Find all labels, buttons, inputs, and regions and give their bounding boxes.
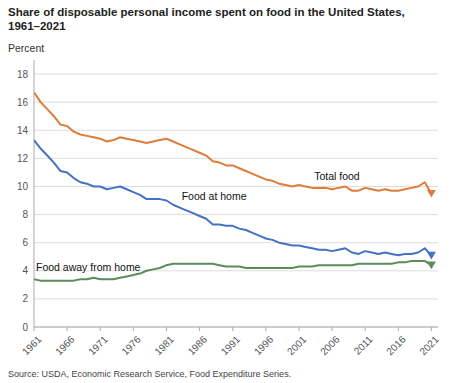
y-axis-line	[34, 60, 35, 327]
x-tick-label: 1986	[186, 333, 210, 357]
x-axis-line	[34, 327, 438, 328]
x-tick	[34, 327, 35, 331]
x-tick-label: 2011	[352, 333, 375, 356]
x-tick	[265, 327, 266, 331]
y-tick-label: 4	[22, 265, 28, 276]
y-tick-label: 6	[22, 237, 28, 248]
grid-line	[34, 130, 438, 131]
x-tick	[431, 327, 432, 331]
x-tick-label: 1976	[119, 333, 143, 357]
x-tick-label: 2021	[417, 333, 441, 357]
y-tick-label: 18	[17, 69, 29, 80]
series-line	[34, 261, 431, 281]
y-tick-label: 16	[17, 97, 29, 108]
x-tick	[166, 327, 167, 331]
x-tick	[398, 327, 399, 331]
title-line: 1961–2021	[8, 20, 66, 32]
end-marker	[427, 262, 436, 270]
series-labels: Total food Food at home Food away from hom…	[36, 170, 360, 273]
grid-line	[34, 327, 438, 328]
x-tick-label: 2001	[285, 333, 309, 357]
x-tick-label: 1981	[152, 333, 176, 357]
title: Share of disposable personal income spen…	[8, 6, 405, 32]
x-tick-label: 2016	[384, 333, 408, 357]
grid-line	[34, 102, 438, 103]
y-tick-label: 8	[22, 209, 28, 220]
page: {"chart_data": { "type": "line", "title"…	[0, 0, 450, 383]
x-tick-label: 1971	[86, 333, 110, 357]
grid-line	[34, 158, 438, 159]
grid-line	[34, 242, 438, 243]
series-label: Food away from home	[36, 261, 141, 273]
y-grid: 0 2 4 6 8 10 12 14 16 18	[17, 69, 438, 333]
background	[0, 0, 450, 383]
series-label: Food at home	[182, 190, 247, 202]
series-line	[34, 92, 431, 193]
x-tick-label: 2006	[318, 333, 342, 357]
x-axis: 1961 1966 1971 1976 1981 1986 1991 1996 2001 2006…	[20, 327, 441, 357]
end-marker	[427, 190, 436, 198]
y-tick-label: 2	[22, 293, 28, 304]
x-tick	[133, 327, 134, 331]
y-tick-label: 12	[17, 153, 29, 164]
x-tick	[332, 327, 333, 331]
x-tick	[365, 327, 366, 331]
y-tick-label: 0	[22, 322, 28, 333]
x-tick	[232, 327, 233, 331]
x-tick-label: 1991	[219, 333, 243, 357]
series-label: Total food	[314, 170, 360, 182]
x-tick	[100, 327, 101, 331]
y-tick-label: 14	[17, 125, 29, 136]
source-note: Source: USDA, Economic Research Service,…	[8, 369, 291, 379]
grid-line	[34, 74, 438, 75]
x-tick	[67, 327, 68, 331]
plot-area	[34, 92, 436, 280]
x-tick-label: 1996	[252, 333, 276, 357]
grid-line	[34, 214, 438, 215]
x-tick	[199, 327, 200, 331]
y-tick-label: 10	[17, 181, 29, 192]
title-line: Share of disposable personal income spen…	[8, 6, 405, 18]
x-tick	[298, 327, 299, 331]
end-marker	[427, 252, 436, 260]
chart: Share of disposable personal income spen…	[0, 0, 450, 383]
series-line	[34, 140, 431, 255]
grid-line	[34, 298, 438, 299]
y-axis-label: Percent	[8, 42, 44, 54]
x-tick-label: 1966	[53, 333, 77, 357]
x-tick-label: 1961	[20, 333, 44, 357]
